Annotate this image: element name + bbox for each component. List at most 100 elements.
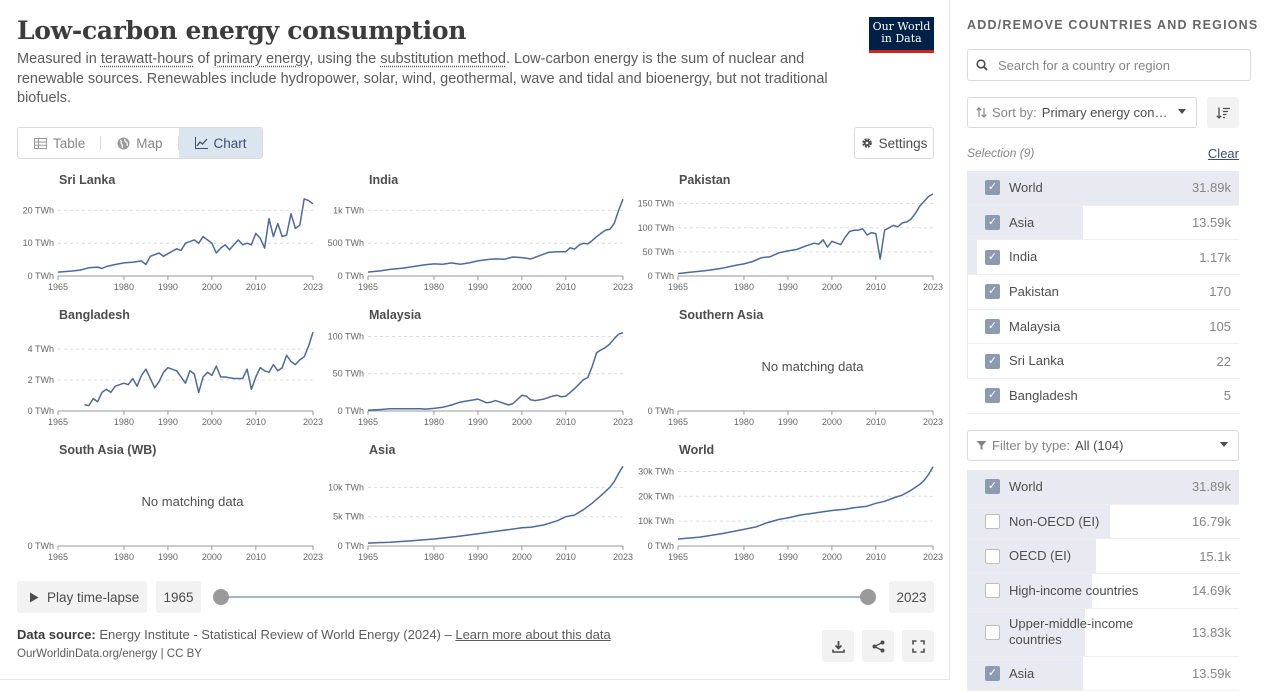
entity-checkbox[interactable]: [985, 625, 1000, 640]
sort-dropdown[interactable]: Sort by: Primary energy consumption: [967, 97, 1197, 128]
learn-more-link[interactable]: Learn more about this data: [455, 627, 610, 642]
entity-checkbox[interactable]: [985, 215, 1000, 230]
terawatt-hours-link[interactable]: terawatt-hours: [101, 51, 194, 67]
entity-value: 13.59k: [1192, 215, 1231, 230]
entity-value: 105: [1209, 319, 1231, 334]
y-tick-label: 0 TWh: [648, 406, 674, 416]
series-line[interactable]: [678, 467, 933, 539]
tab-map[interactable]: Map: [101, 128, 178, 158]
x-tick-label: 2010: [246, 552, 266, 562]
x-tick-label: 1980: [734, 282, 754, 292]
series-line[interactable]: [368, 466, 623, 543]
settings-label: Settings: [879, 136, 928, 151]
share-button[interactable]: [862, 630, 894, 662]
entity-row[interactable]: OECD (EI)15.1k: [967, 539, 1239, 574]
sort-descending-icon: [1216, 107, 1230, 119]
series-line[interactable]: [84, 332, 313, 406]
y-tick-label: 0 TWh: [338, 406, 364, 416]
timeline-end-handle[interactable]: [860, 589, 876, 605]
search-input[interactable]: [996, 57, 1236, 74]
clear-selection-button[interactable]: Clear: [1208, 146, 1239, 161]
entity-name: World: [1009, 479, 1179, 495]
entity-checkbox[interactable]: [985, 180, 1000, 195]
table-icon: [34, 138, 47, 149]
entity-row[interactable]: Non-OECD (EI)16.79k: [967, 505, 1239, 540]
site-credit[interactable]: OurWorldinData.org/energy | CC BY: [17, 648, 202, 660]
x-tick-label: 1990: [468, 417, 488, 427]
sort-order-button[interactable]: [1207, 97, 1239, 128]
entity-name: Bangladesh: [1009, 388, 1179, 404]
play-timelapse-button[interactable]: Play time-lapse: [17, 581, 147, 613]
entity-checkbox[interactable]: [985, 583, 1000, 598]
entity-checkbox[interactable]: [985, 666, 1000, 681]
timeline-slider-track[interactable]: [221, 596, 868, 598]
x-tick-label: 1990: [468, 282, 488, 292]
chart-area: Low-carbon energy consumption Measured i…: [0, 0, 950, 680]
y-tick-label: 50 TWh: [333, 369, 364, 379]
x-tick-label: 2000: [512, 282, 532, 292]
search-box[interactable]: [967, 49, 1251, 81]
series-line[interactable]: [368, 333, 623, 411]
entity-checkbox[interactable]: [985, 514, 1000, 529]
start-year-box[interactable]: 1965: [156, 581, 201, 613]
chart-title: Pakistan: [679, 173, 730, 187]
substitution-method-link[interactable]: substitution method: [380, 51, 506, 67]
entity-value: 16.79k: [1192, 514, 1231, 529]
entity-checkbox[interactable]: [985, 479, 1000, 494]
entity-checkbox[interactable]: [985, 549, 1000, 564]
entity-checkbox[interactable]: [985, 354, 1000, 369]
entity-name: High-income countries: [1009, 583, 1179, 599]
series-line[interactable]: [58, 199, 313, 272]
x-tick-label: 1965: [358, 417, 378, 427]
entity-checkbox[interactable]: [985, 388, 1000, 403]
entity-value: 5: [1224, 388, 1231, 403]
entity-checkbox[interactable]: [985, 319, 1000, 334]
entity-checkbox[interactable]: [985, 284, 1000, 299]
x-tick-label: 1980: [114, 417, 134, 427]
end-year-box[interactable]: 2023: [889, 581, 934, 613]
tab-table[interactable]: Table: [18, 128, 101, 158]
timeline-start-handle[interactable]: [213, 589, 229, 605]
x-tick-label: 2010: [866, 282, 886, 292]
download-button[interactable]: [822, 630, 854, 662]
x-tick-label: 2000: [822, 552, 842, 562]
tab-chart[interactable]: Chart: [179, 128, 263, 158]
share-icon: [872, 640, 885, 653]
search-icon: [976, 59, 988, 71]
entity-row[interactable]: Bangladesh 5: [967, 379, 1239, 414]
owid-logo[interactable]: Our World in Data: [869, 17, 934, 53]
chart-title: South Asia (WB): [59, 443, 156, 457]
settings-button[interactable]: Settings: [854, 127, 934, 159]
entity-checkbox[interactable]: [985, 250, 1000, 265]
sort-value: Primary energy consumption: [1042, 105, 1172, 120]
x-tick-label: 2023: [923, 552, 943, 562]
chart-title: Southern Asia: [679, 308, 764, 322]
tab-label: Chart: [214, 136, 247, 151]
x-tick-label: 1990: [778, 282, 798, 292]
line-chart-icon: [195, 137, 208, 149]
fullscreen-button[interactable]: [902, 630, 934, 662]
filter-dropdown[interactable]: Filter by type: All (104): [967, 430, 1239, 461]
primary-energy-link[interactable]: primary energy: [214, 51, 310, 67]
entity-value: 170: [1209, 284, 1231, 299]
chart-title: India: [369, 173, 399, 187]
series-line[interactable]: [678, 194, 933, 274]
